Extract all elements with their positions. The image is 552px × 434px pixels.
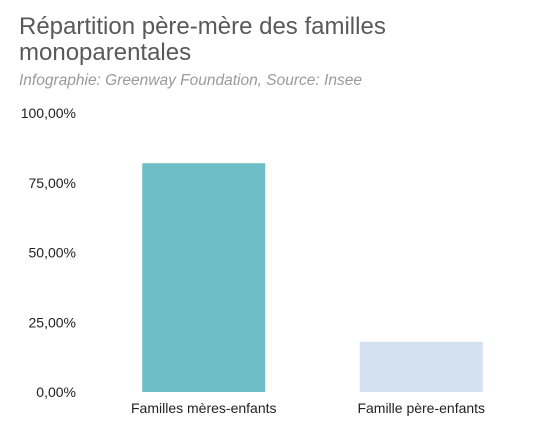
y-axis: 0,00% 25,00% 50,00% 75,00% 100,00% [21,105,76,400]
x-axis: Familles mères-enfants Famille père-enfan… [131,400,485,416]
bar-pere-enfants [359,341,483,392]
chart-title: Répartition père-mère des familles monop… [19,13,386,66]
chart-subtitle: Infographie: Greenway Foundation, Source… [19,72,362,89]
y-tick-label: 100,00% [21,105,76,121]
y-tick-label: 0,00% [36,384,76,400]
y-tick-label: 75,00% [29,175,76,191]
x-category-label: Famille père-enfants [357,400,485,416]
y-tick-label: 50,00% [29,245,76,261]
bars [142,163,483,392]
x-category-label: Familles mères-enfants [131,400,277,416]
y-tick-label: 25,00% [29,314,76,330]
bar-meres-enfants [142,163,266,392]
